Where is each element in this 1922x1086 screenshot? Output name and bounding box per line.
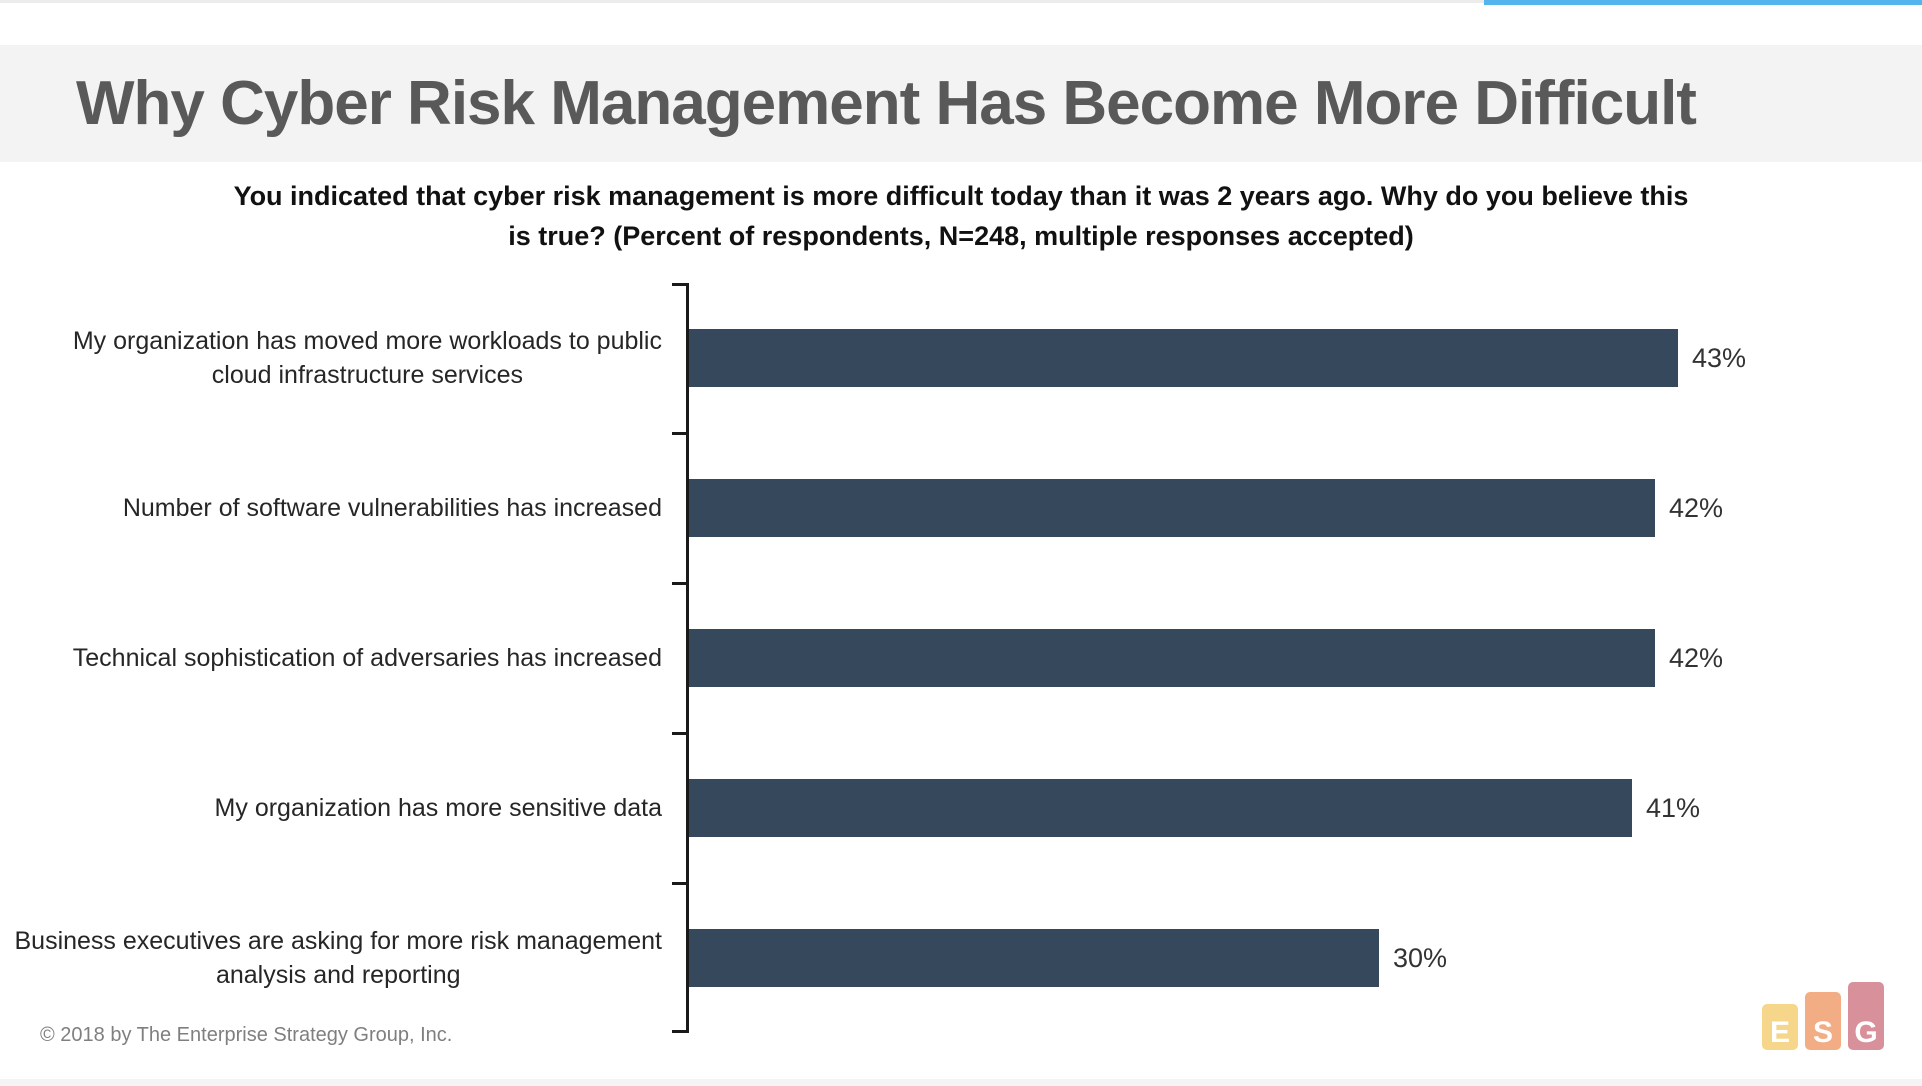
chart-row: Technical sophistication of adversaries … bbox=[0, 583, 1922, 733]
esg-logo-block-g: G bbox=[1848, 982, 1884, 1050]
chart-title-line-1: You indicated that cyber risk management… bbox=[233, 181, 1689, 211]
category-label: My organization has moved more workloads… bbox=[72, 327, 662, 389]
copyright-text: © 2018 by The Enterprise Strategy Group,… bbox=[40, 1024, 453, 1046]
bar-area: 43% bbox=[689, 283, 1922, 433]
category-label-column: My organization has more sensitive data bbox=[0, 791, 689, 825]
bar bbox=[689, 929, 1379, 987]
category-label: Technical sophistication of adversaries … bbox=[72, 644, 662, 672]
chart-row: Number of software vulnerabilities has i… bbox=[0, 433, 1922, 583]
bar-area: 41% bbox=[689, 733, 1922, 883]
chart-row: My organization has more sensitive data 4… bbox=[0, 733, 1922, 883]
bar-value-label: 41% bbox=[1646, 792, 1701, 823]
esg-logo-block-s: S bbox=[1805, 992, 1841, 1050]
bottom-strip bbox=[0, 1079, 1922, 1086]
axis-tick bbox=[672, 881, 686, 885]
category-label: Number of software vulnerabilities has i… bbox=[122, 494, 662, 522]
bar bbox=[689, 329, 1678, 387]
bar-chart: My organization has moved more workloads… bbox=[0, 283, 1922, 1033]
chart-rows: My organization has moved more workloads… bbox=[0, 283, 1922, 1033]
bar-area: 42% bbox=[689, 583, 1922, 733]
page-title: Why Cyber Risk Management Has Become Mor… bbox=[76, 69, 1697, 138]
category-label-column: Business executives are asking for more … bbox=[0, 924, 689, 992]
bar-value-label: 42% bbox=[1669, 642, 1724, 673]
axis-tick bbox=[672, 581, 686, 585]
category-axis-line bbox=[686, 283, 689, 1033]
category-label: My organization has more sensitive data bbox=[214, 794, 662, 822]
chart-title-line-2: is true? (Percent of respondents, N=248,… bbox=[508, 221, 1414, 251]
bar bbox=[689, 629, 1655, 687]
bar-value-label: 42% bbox=[1669, 492, 1724, 523]
esg-logo-block-e: E bbox=[1762, 1004, 1798, 1050]
category-label: Business executives are asking for more … bbox=[14, 927, 662, 989]
axis-tick bbox=[672, 731, 686, 735]
category-label-column: My organization has moved more workloads… bbox=[0, 324, 689, 392]
axis-tick bbox=[672, 1030, 686, 1033]
accent-bar bbox=[1484, 0, 1922, 5]
category-label-column: Technical sophistication of adversaries … bbox=[0, 641, 689, 675]
bar-value-label: 30% bbox=[1393, 942, 1448, 973]
bar-value-label: 43% bbox=[1692, 342, 1747, 373]
header-band: Why Cyber Risk Management Has Become Mor… bbox=[0, 45, 1922, 162]
chart-row: Business executives are asking for more … bbox=[0, 883, 1922, 1033]
chart-title: You indicated that cyber risk management… bbox=[0, 176, 1922, 256]
axis-tick bbox=[672, 431, 686, 435]
category-label-column: Number of software vulnerabilities has i… bbox=[0, 491, 689, 525]
bar bbox=[689, 779, 1632, 837]
bar-area: 30% bbox=[689, 883, 1922, 1033]
axis-tick bbox=[672, 283, 686, 286]
chart-row: My organization has moved more workloads… bbox=[0, 283, 1922, 433]
bar bbox=[689, 479, 1655, 537]
bar-area: 42% bbox=[689, 433, 1922, 583]
top-hairline bbox=[0, 0, 1484, 3]
